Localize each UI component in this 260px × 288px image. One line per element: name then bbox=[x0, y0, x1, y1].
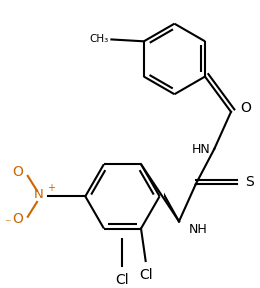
Text: NH: NH bbox=[188, 223, 207, 236]
Text: S: S bbox=[245, 175, 254, 190]
Text: HN: HN bbox=[192, 143, 211, 156]
Text: O: O bbox=[12, 165, 23, 179]
Text: CH₃: CH₃ bbox=[89, 35, 109, 44]
Text: O: O bbox=[12, 212, 23, 226]
Text: +: + bbox=[47, 183, 55, 193]
Text: O: O bbox=[240, 101, 251, 115]
Bar bbox=[81, 155, 164, 238]
Text: Cl: Cl bbox=[116, 273, 129, 287]
Text: ⁻: ⁻ bbox=[4, 218, 11, 231]
Text: N: N bbox=[34, 188, 43, 201]
Text: Cl: Cl bbox=[139, 268, 152, 283]
